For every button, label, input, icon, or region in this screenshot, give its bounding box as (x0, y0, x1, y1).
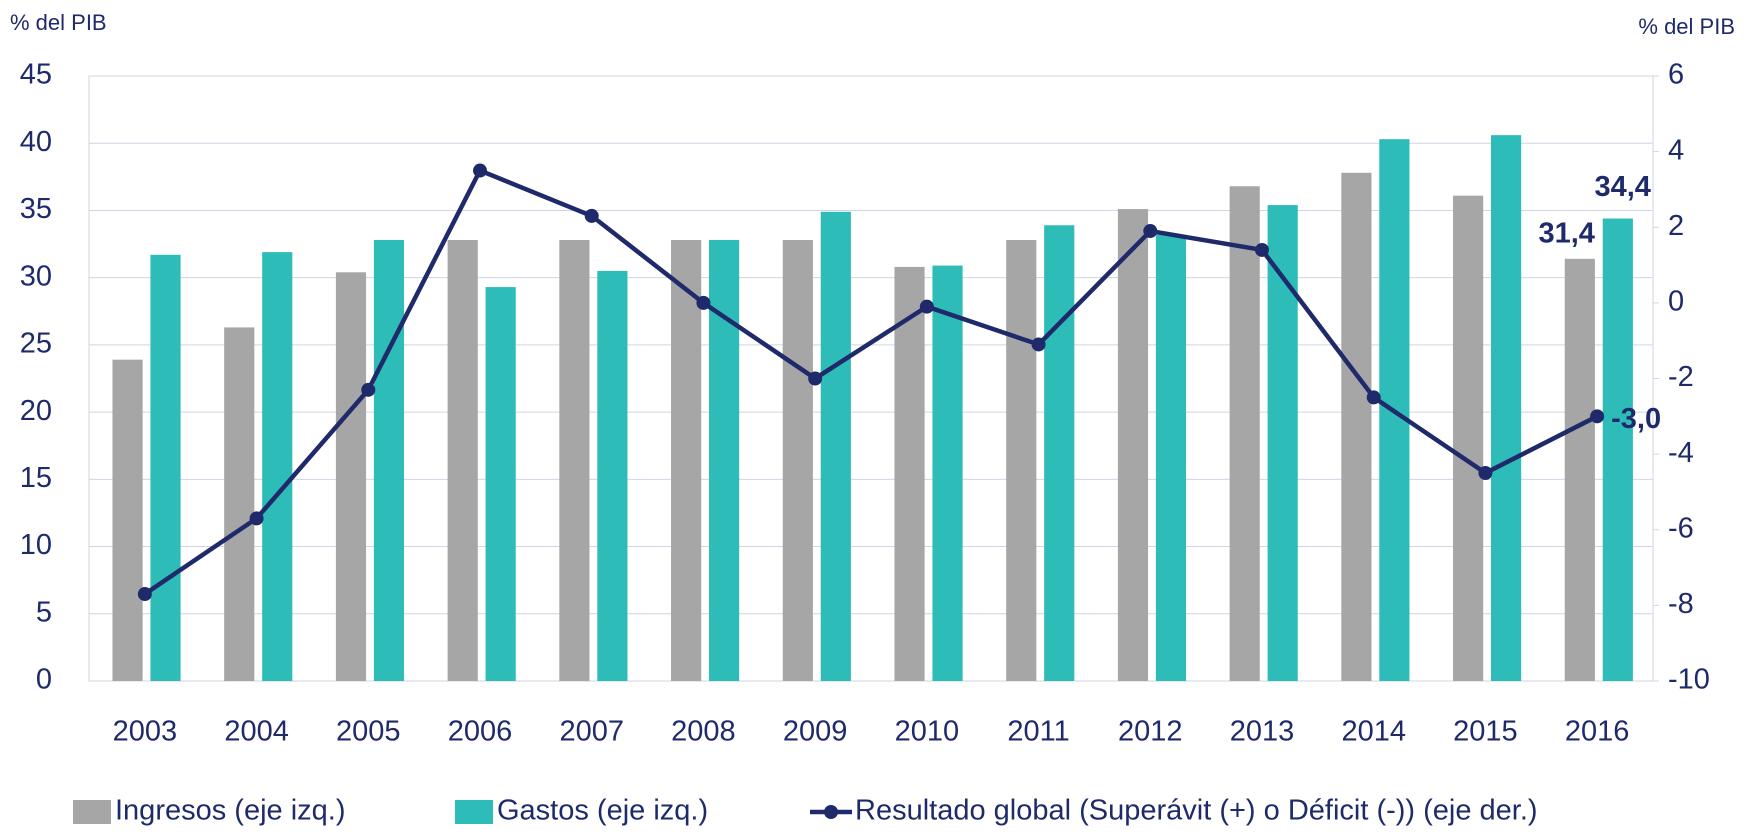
data-label: 31,4 (1538, 218, 1594, 250)
y2-axis-label: % del PIB (1638, 14, 1735, 39)
x-tick-label: 2007 (559, 716, 624, 748)
x-tick-label: 2010 (895, 716, 960, 748)
y-tick-label: 40 (20, 126, 52, 158)
y-tick-label: 25 (20, 328, 52, 360)
bar (447, 240, 478, 681)
bar (1602, 218, 1633, 681)
line (143, 167, 1599, 596)
legend-swatch (824, 805, 838, 819)
y2-tick-label: -4 (1668, 437, 1694, 469)
y2-tick-label: 6 (1668, 59, 1684, 91)
marker (473, 163, 487, 178)
marker (1031, 337, 1046, 352)
x-tick-label: 2016 (1565, 716, 1630, 748)
x-tick-label: 2006 (448, 716, 513, 748)
bar (1453, 195, 1484, 681)
marker (696, 295, 711, 310)
bar (224, 327, 255, 681)
bar (1267, 205, 1298, 682)
legend-label: Gastos (eje izq.) (497, 795, 708, 827)
y-tick-label: 15 (20, 462, 52, 494)
bar (1117, 209, 1149, 681)
bar (485, 287, 516, 681)
x-tick-label: 2011 (1007, 716, 1069, 748)
bar (932, 265, 963, 681)
bar (112, 359, 143, 681)
marker (1143, 224, 1158, 239)
y-tick-label: 20 (20, 395, 52, 427)
bar (1155, 234, 1187, 681)
y-tick-label: 45 (20, 59, 52, 91)
x-tick-label: 2013 (1230, 716, 1295, 748)
marker (808, 371, 823, 386)
y2-tick-label: -10 (1668, 664, 1710, 696)
x-tick-label: 2014 (1341, 716, 1406, 748)
x-tick-label: 2015 (1453, 716, 1518, 748)
bar (894, 266, 925, 681)
data-label: -3,0 (1611, 403, 1661, 435)
bar (373, 240, 405, 681)
y2-tick-label: -8 (1668, 588, 1694, 620)
y-tick-label: 5 (36, 596, 52, 628)
marker (361, 382, 376, 397)
bar (597, 270, 628, 681)
x-tick-label: 2009 (783, 716, 848, 748)
bar (671, 240, 702, 681)
marker (1366, 390, 1381, 405)
y-axis-label: % del PIB (10, 10, 107, 35)
x-tick-label: 2008 (671, 716, 736, 748)
y-tick-label: 0 (36, 664, 52, 696)
marker (1478, 466, 1493, 481)
bar (820, 211, 851, 682)
marker (137, 587, 152, 602)
y2-tick-label: -2 (1668, 361, 1694, 393)
bar (1044, 225, 1075, 681)
bar (335, 272, 367, 681)
bar (1341, 172, 1372, 682)
y2-tick-label: 4 (1668, 134, 1684, 166)
x-tick-label: 2005 (336, 716, 401, 748)
legend-swatch (73, 800, 111, 824)
y-tick-label: 35 (20, 193, 52, 225)
marker (1590, 409, 1605, 424)
bar (559, 240, 590, 681)
y-tick-label: 10 (20, 529, 52, 561)
legend-label: Resultado global (Superávit (+) o Défici… (855, 795, 1538, 827)
bar (1229, 186, 1260, 681)
bar (782, 240, 813, 681)
plot-frame (88, 75, 1654, 682)
bar (1564, 258, 1595, 681)
x-tick-label: 2003 (113, 716, 178, 748)
legend-swatch (455, 800, 493, 824)
y2-tick-label: -6 (1668, 512, 1694, 544)
bar (262, 252, 293, 681)
y-tick-label: 30 (20, 260, 52, 292)
x-tick-label: 2012 (1118, 716, 1183, 748)
y2-tick-label: 0 (1668, 286, 1684, 318)
marker (249, 511, 264, 526)
legend-label: Ingresos (eje izq.) (115, 795, 346, 827)
bar (150, 254, 181, 682)
marker (1255, 242, 1269, 257)
x-tick-label: 2004 (224, 716, 289, 748)
data-label: 34,4 (1594, 171, 1650, 203)
bar (1491, 135, 1522, 682)
bar (709, 240, 740, 681)
y2-tick-label: 2 (1668, 210, 1684, 242)
marker (584, 208, 599, 223)
marker (919, 299, 934, 314)
bar (1006, 240, 1037, 681)
